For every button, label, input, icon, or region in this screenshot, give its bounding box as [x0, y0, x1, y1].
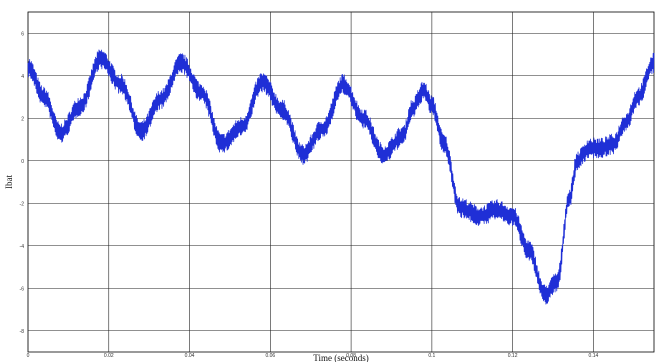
y-tick-label: -8: [20, 329, 25, 335]
grid-lines: [27, 12, 654, 352]
y-tick-label: -6: [20, 286, 25, 292]
y-axis-title: Ibat: [4, 175, 14, 189]
x-tick-label: 0.08: [346, 353, 356, 359]
x-tick-label: 0.1: [428, 353, 435, 359]
y-axis-ticks: 6 4 2 0 -2 -4 -6 -8: [20, 31, 25, 335]
y-tick-label: 6: [21, 31, 24, 37]
x-tick-label: 0.14: [589, 353, 599, 359]
y-tick-label: 0: [21, 159, 24, 165]
y-tick-label: 2: [21, 116, 24, 122]
x-axis-ticks: 0 0.02 0.04 0.06 0.08 0.1 0.12 0.14: [27, 353, 599, 359]
x-tick-label: 0.02: [104, 353, 114, 359]
x-tick-label: 0.12: [508, 353, 518, 359]
ibat-series-line: [27, 49, 655, 305]
y-tick-label: 4: [21, 74, 24, 80]
x-tick-label: 0: [27, 353, 30, 359]
plot-area: [27, 11, 655, 353]
y-tick-label: -4: [20, 244, 25, 250]
x-tick-label: 0.04: [185, 353, 195, 359]
x-axis-title: Time (seconds): [313, 353, 368, 362]
x-tick-label: 0.06: [265, 353, 275, 359]
y-tick-label: -2: [20, 201, 25, 207]
